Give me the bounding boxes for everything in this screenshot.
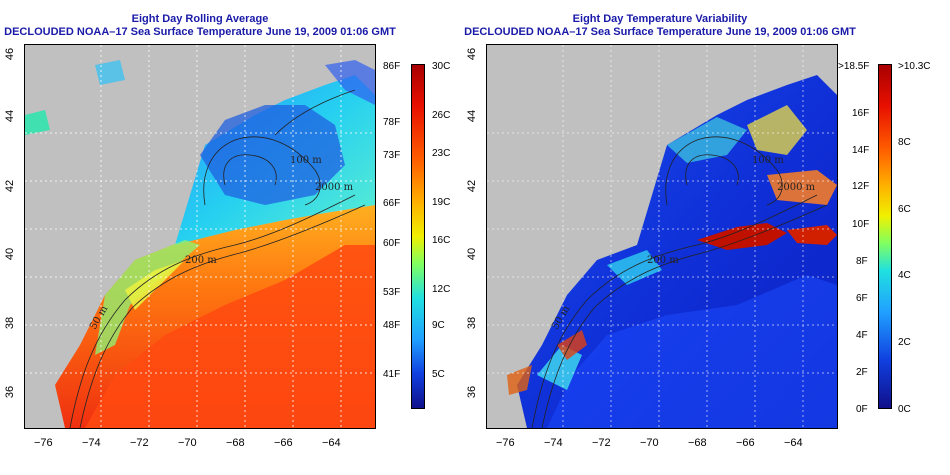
left-lon-72: −72 [130, 437, 149, 449]
right-cb-6c: 6C [898, 204, 911, 215]
left-map-svg: 200 m 50 m 100 m 2000 m [25, 45, 375, 428]
left-cb-23c: 23C [432, 148, 451, 159]
left-cb-48f: 48F [383, 320, 401, 331]
right-cb-8f: 8F [856, 256, 868, 267]
right-cb-10f: 10F [852, 219, 870, 230]
left-cb-73f: 73F [383, 150, 401, 161]
right-contour-200: 200 m [647, 255, 679, 266]
right-lon-72: −72 [592, 437, 611, 449]
left-cb-12c: 12C [432, 284, 451, 295]
right-cb-14f: 14F [852, 145, 870, 156]
left-title-1: Eight Day Rolling Average [131, 13, 269, 25]
left-sst-map: 200 m 50 m 100 m 2000 m [24, 44, 376, 429]
left-lat-46: 46 [4, 47, 17, 61]
left-lat-40: 40 [4, 247, 17, 261]
right-cb-12f: 12F [852, 181, 870, 192]
left-cb-60f: 60F [383, 238, 401, 249]
left-lon-66: −66 [274, 437, 293, 449]
right-cb-4f: 4F [856, 330, 868, 341]
left-cb-19c: 19C [432, 197, 451, 208]
left-contour-2000: 2000 m [315, 182, 354, 193]
right-title-1: Eight Day Temperature Variability [572, 13, 748, 25]
right-cb-10_3c: >10.3C [898, 61, 931, 72]
left-cb-5c: 5C [432, 369, 445, 380]
right-lat-46: 46 [466, 47, 479, 61]
right-cb-2f: 2F [856, 367, 868, 378]
right-cb-8c: 8C [898, 137, 911, 148]
left-cb-78f: 78F [383, 117, 401, 128]
right-lon-66: −66 [736, 437, 755, 449]
right-lon-68: −68 [688, 437, 707, 449]
right-cb-0f: 0F [856, 404, 868, 415]
left-title-2: DECLOUDED NOAA–17 Sea Surface Temperatur… [4, 26, 396, 38]
right-lat-36: 36 [466, 385, 479, 399]
left-lat-38: 38 [4, 316, 17, 330]
left-lat-42: 42 [4, 179, 17, 193]
left-cb-9c: 9C [432, 320, 445, 331]
left-colorbar [411, 64, 425, 409]
left-lat-36: 36 [4, 385, 17, 399]
left-lon-70: −70 [178, 437, 197, 449]
right-lat-44: 44 [466, 109, 479, 123]
right-lat-40: 40 [466, 247, 479, 261]
right-contour-2000: 2000 m [777, 182, 816, 193]
right-lon-64: −64 [784, 437, 803, 449]
left-cb-30c: 30C [432, 61, 451, 72]
right-cb-2c: 2C [898, 337, 911, 348]
left-cb-26c: 26C [432, 110, 451, 121]
right-lon-70: −70 [640, 437, 659, 449]
right-lon-74: −74 [544, 437, 563, 449]
right-lat-42: 42 [466, 179, 479, 193]
left-lon-64: −64 [322, 437, 341, 449]
right-cb-18_5f: >18.5F [838, 61, 870, 72]
right-cb-16f: 16F [852, 108, 870, 119]
right-lon-76: −76 [496, 437, 515, 449]
right-cb-4c: 4C [898, 270, 911, 281]
left-contour-200: 200 m [185, 255, 217, 266]
left-lon-76: −76 [34, 437, 53, 449]
right-lat-38: 38 [466, 316, 479, 330]
right-colorbar [878, 64, 892, 409]
left-cb-86f: 86F [383, 61, 401, 72]
left-cb-53f: 53F [383, 287, 401, 298]
left-contour-100: 100 m [290, 155, 322, 166]
left-cb-41f: 41F [383, 369, 401, 380]
left-lat-44: 44 [4, 109, 17, 123]
right-map-svg: 200 m 50 m 100 m 2000 m [487, 45, 837, 428]
right-cb-6f: 6F [856, 293, 868, 304]
left-cb-16c: 16C [432, 235, 451, 246]
right-cb-0c: 0C [898, 404, 911, 415]
left-lon-68: −68 [226, 437, 245, 449]
right-variability-map: 200 m 50 m 100 m 2000 m [486, 44, 838, 429]
right-contour-100: 100 m [752, 155, 784, 166]
left-cb-66f: 66F [383, 198, 401, 209]
left-lon-74: −74 [82, 437, 101, 449]
right-title-2: DECLOUDED NOAA–17 Sea Surface Temperatur… [464, 26, 856, 38]
